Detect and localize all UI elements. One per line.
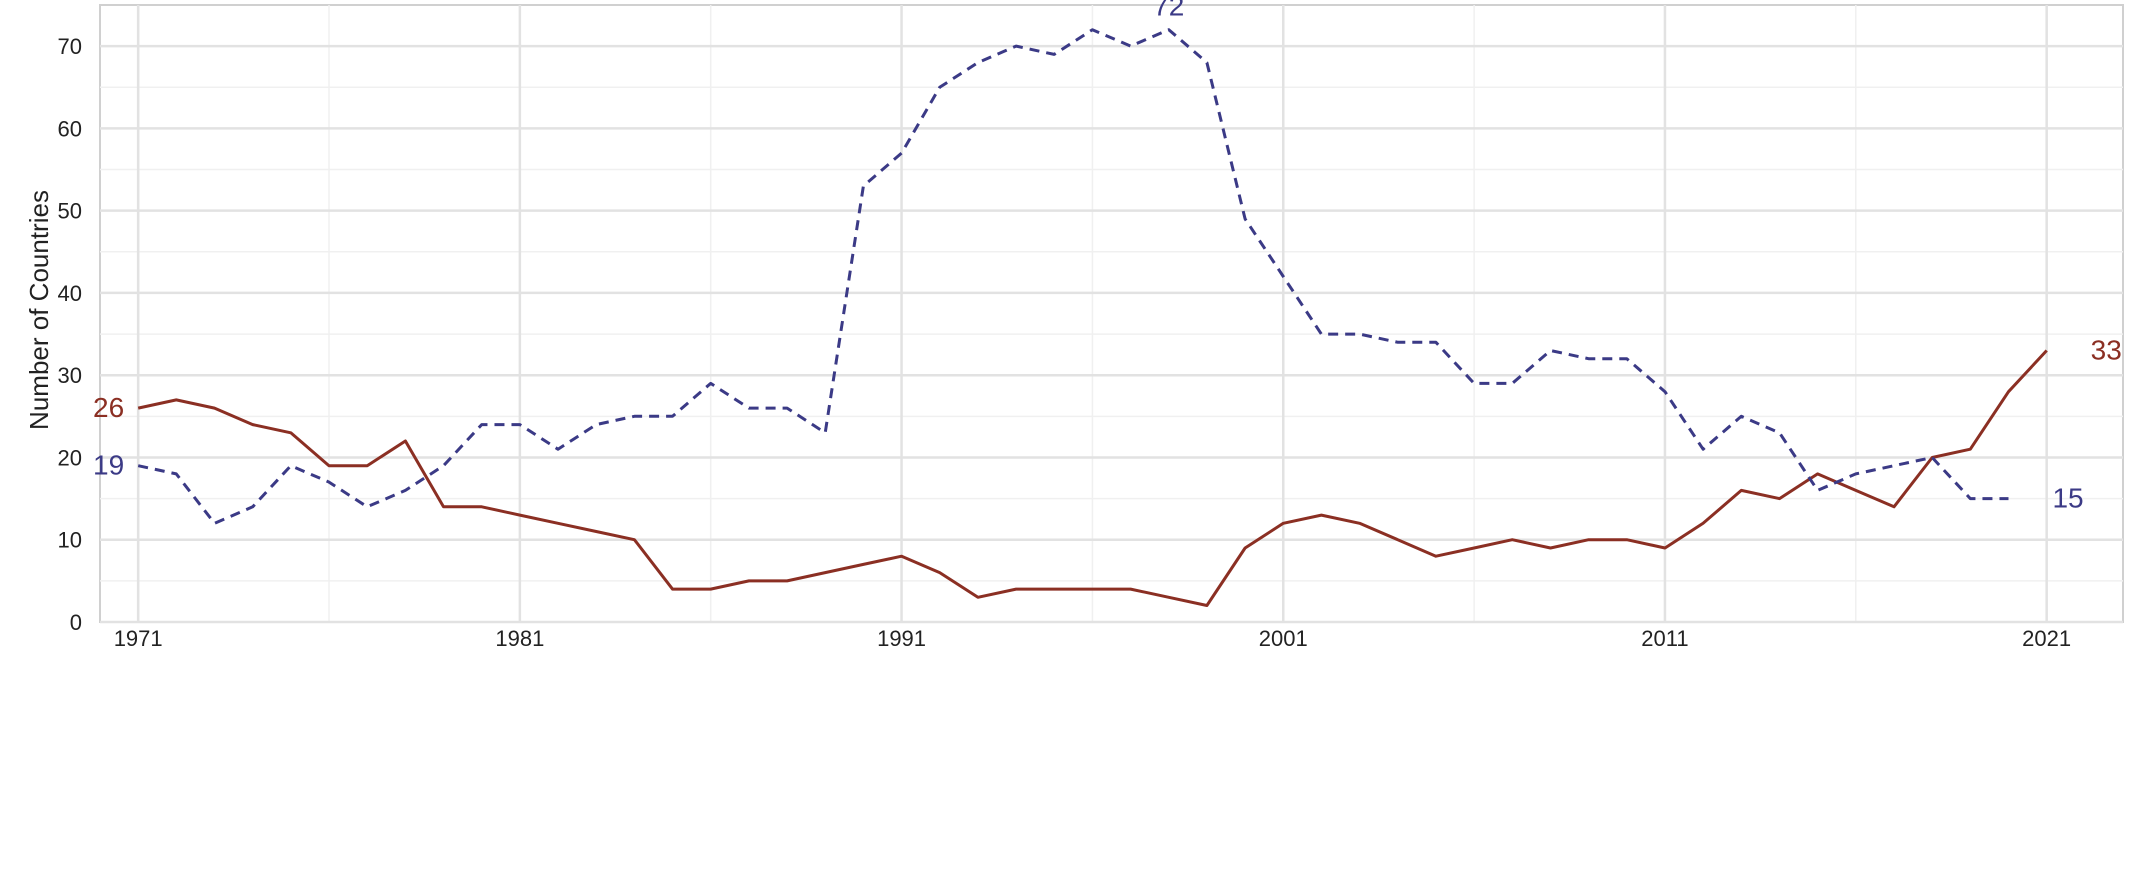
y-tick-label: 70 <box>58 34 82 59</box>
series-lines <box>137 28 2048 607</box>
y-tick-label: 40 <box>58 281 82 306</box>
x-tick-label: 1991 <box>877 626 926 651</box>
data-label: 19 <box>93 450 124 481</box>
y-tick-label: 50 <box>58 199 82 224</box>
data-label: 72 <box>1153 0 1184 22</box>
point-labels: 26 33 19 72 15 <box>93 0 2122 514</box>
data-label: 15 <box>2052 483 2083 514</box>
series-line-dashed <box>137 28 2009 525</box>
series-line-solid <box>137 349 2048 607</box>
plot-border <box>99 4 2124 623</box>
grid <box>99 4 2124 624</box>
x-tick-label: 1971 <box>114 626 163 651</box>
y-tick-label: 0 <box>70 610 82 635</box>
x-tick-label: 1981 <box>495 626 544 651</box>
x-tick-label: 2001 <box>1259 626 1308 651</box>
y-axis-title: Number of Countries <box>24 190 54 430</box>
y-tick-label: 30 <box>58 363 82 388</box>
data-label: 26 <box>93 392 124 423</box>
y-tick-label: 60 <box>58 116 82 141</box>
x-tick-label: 2021 <box>2022 626 2071 651</box>
y-tick-label: 10 <box>58 528 82 553</box>
y-tick-label: 20 <box>58 445 82 470</box>
x-tick-label: 2011 <box>1641 626 1688 651</box>
data-label: 33 <box>2091 335 2122 366</box>
x-axis-ticks: 1971 1981 1991 2001 2011 2021 <box>114 626 2071 651</box>
y-axis-ticks: 0 10 20 30 40 50 60 70 <box>58 34 82 635</box>
